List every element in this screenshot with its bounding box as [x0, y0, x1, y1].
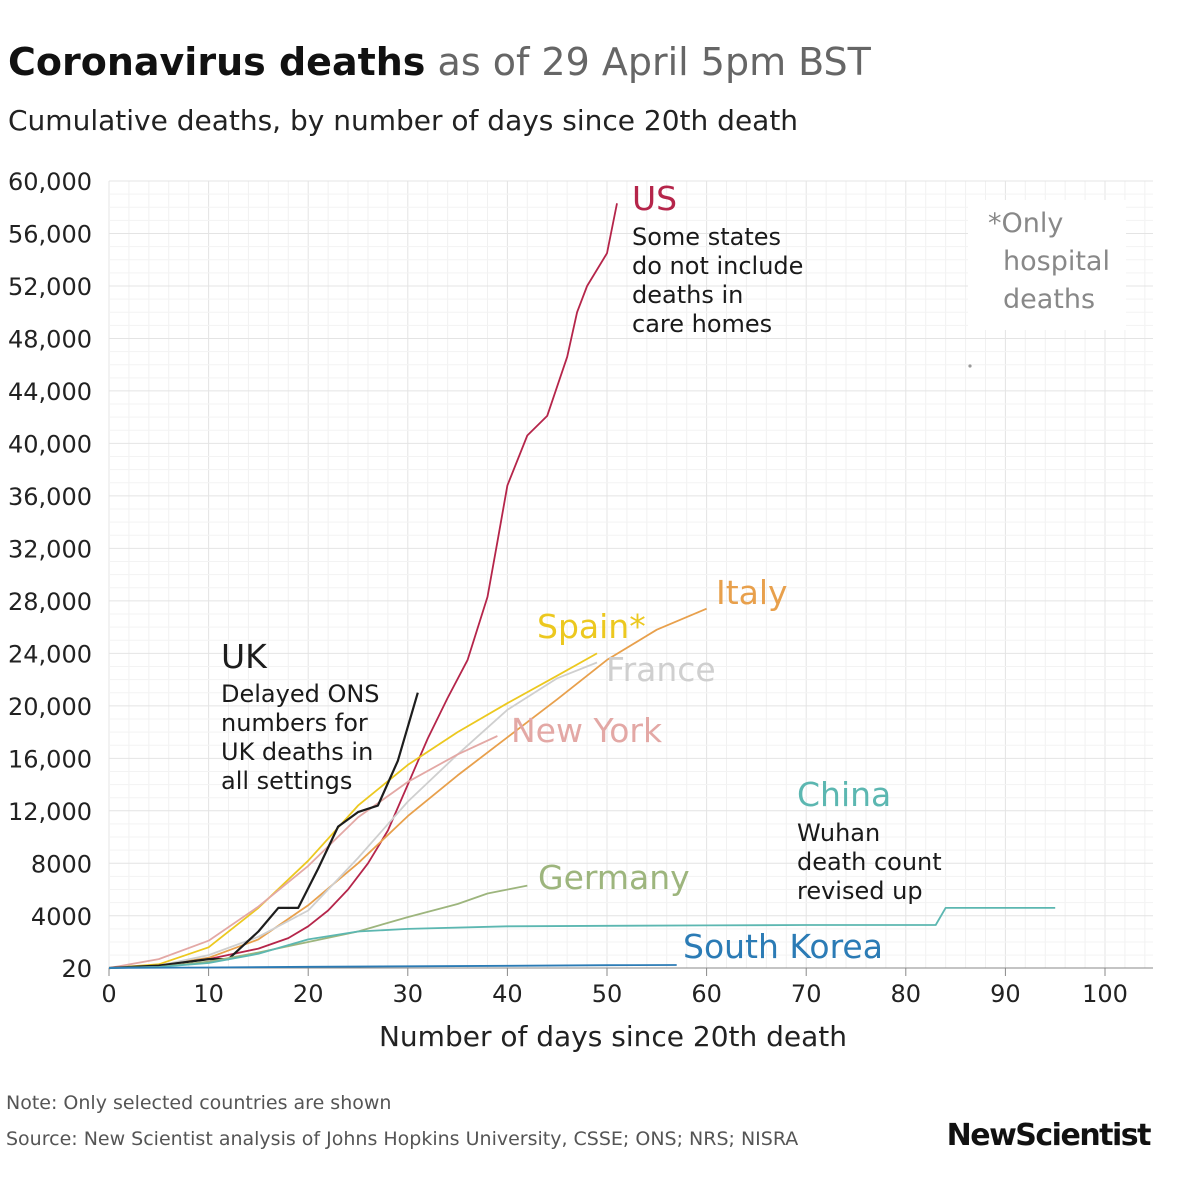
annotation-line: death count [797, 848, 942, 876]
annotation-line: do not include [632, 252, 803, 280]
note-marker-dot [968, 364, 972, 368]
series-line-china [108, 907, 1056, 969]
annotation-line: Wuhan [797, 819, 880, 847]
series-label-spain: Spain* [537, 607, 646, 646]
x-axis-title: Number of days since 20th death [379, 1020, 847, 1053]
series-label-italy: Italy [716, 573, 788, 612]
series-label-china: China [797, 775, 891, 814]
x-tick-label: 40 [492, 980, 523, 1008]
series-line-uk [108, 692, 419, 970]
annotation-line: revised up [797, 877, 923, 905]
x-tick-label: 80 [891, 980, 922, 1008]
y-tick-label: 40,000 [8, 430, 92, 458]
x-tick-label: 10 [193, 980, 224, 1008]
y-tick-label: 4000 [31, 903, 92, 931]
annotation-line: care homes [632, 310, 772, 338]
line-chart: 0 10 20 30 40 50 60 70 80 90 100 20 4000 8000 12,000 16… [8, 168, 1153, 1053]
y-tick-label: 8000 [31, 850, 92, 878]
y-tick-label: 36,000 [8, 483, 92, 511]
annotation-line: UK deaths in [221, 738, 373, 766]
annotation-line: Delayed ONS [221, 680, 380, 708]
y-tick-label: 12,000 [8, 798, 92, 826]
chart-title: Coronavirus deaths as of 29 April 5pm BS… [8, 40, 871, 84]
source-note: Source: New Scientist analysis of Johns … [6, 1128, 799, 1150]
y-tick-label: 20,000 [8, 693, 92, 721]
chart-subtitle: Cumulative deaths, by number of days sin… [8, 104, 799, 137]
series-label-uk: UK [221, 637, 268, 676]
series-label-new-york: New York [511, 711, 663, 750]
chart-title-main: Coronavirus deaths [8, 40, 426, 84]
y-tick-label: 56,000 [8, 220, 92, 248]
annotation-us-note: Some states do not include deaths in care h… [632, 223, 803, 338]
series-label-south-korea: South Korea [683, 927, 883, 966]
annotation-line: deaths [1003, 284, 1095, 315]
new-scientist-logo: NewScientist [946, 1118, 1152, 1153]
series-label-us: US [632, 179, 677, 218]
y-tick-label: 24,000 [8, 640, 92, 668]
series-labels: US Italy Spain* France New York UK Germany Chin… [221, 179, 1126, 966]
series-line-france [108, 661, 598, 969]
footnote: Note: Only selected countries are shown [6, 1092, 392, 1114]
x-tick-label: 0 [101, 980, 116, 1008]
annotation-line: *Only [988, 208, 1063, 239]
series-line-italy [108, 607, 707, 969]
series-line-new-york [108, 735, 498, 969]
annotation-line: all settings [221, 767, 352, 795]
y-tick-label: 48,000 [8, 325, 92, 353]
annotation-line: deaths in [632, 281, 743, 309]
annotation-line: numbers for [221, 709, 368, 737]
series-line-south-korea [108, 964, 677, 969]
x-tick-label: 90 [990, 980, 1021, 1008]
annotation-china-note: Wuhan death count revised up [797, 819, 942, 905]
y-tick-label: 20 [61, 955, 92, 983]
chart-title-date: as of 29 April 5pm BST [437, 40, 871, 84]
series-label-france: France [606, 650, 716, 689]
series-line-us [108, 203, 618, 969]
annotation-uk-note: Delayed ONS numbers for UK deaths in all se… [221, 680, 380, 795]
y-tick-label: 44,000 [8, 378, 92, 406]
x-tick-label: 100 [1082, 980, 1128, 1008]
y-tick-label: 32,000 [8, 535, 92, 563]
series-line-spain [108, 652, 598, 969]
axes: 0 10 20 30 40 50 60 70 80 90 100 20 4000 8000 12,000 16… [8, 168, 1153, 1053]
annotation-line: hospital [1003, 246, 1110, 277]
x-tick-label: 70 [791, 980, 822, 1008]
annotation-line: Some states [632, 223, 781, 251]
y-tick-label: 16,000 [8, 745, 92, 773]
hospital-deaths-note: *Only hospital deaths [988, 208, 1110, 315]
series-lines [108, 203, 1056, 970]
x-tick-label: 20 [293, 980, 324, 1008]
x-tick-label: 60 [691, 980, 722, 1008]
series-label-germany: Germany [538, 858, 690, 897]
y-tick-label: 52,000 [8, 273, 92, 301]
x-tick-label: 50 [592, 980, 623, 1008]
y-tick-label: 60,000 [8, 168, 92, 196]
y-tick-label: 28,000 [8, 588, 92, 616]
hospital-note-box [968, 200, 1126, 330]
x-tick-label: 30 [393, 980, 424, 1008]
